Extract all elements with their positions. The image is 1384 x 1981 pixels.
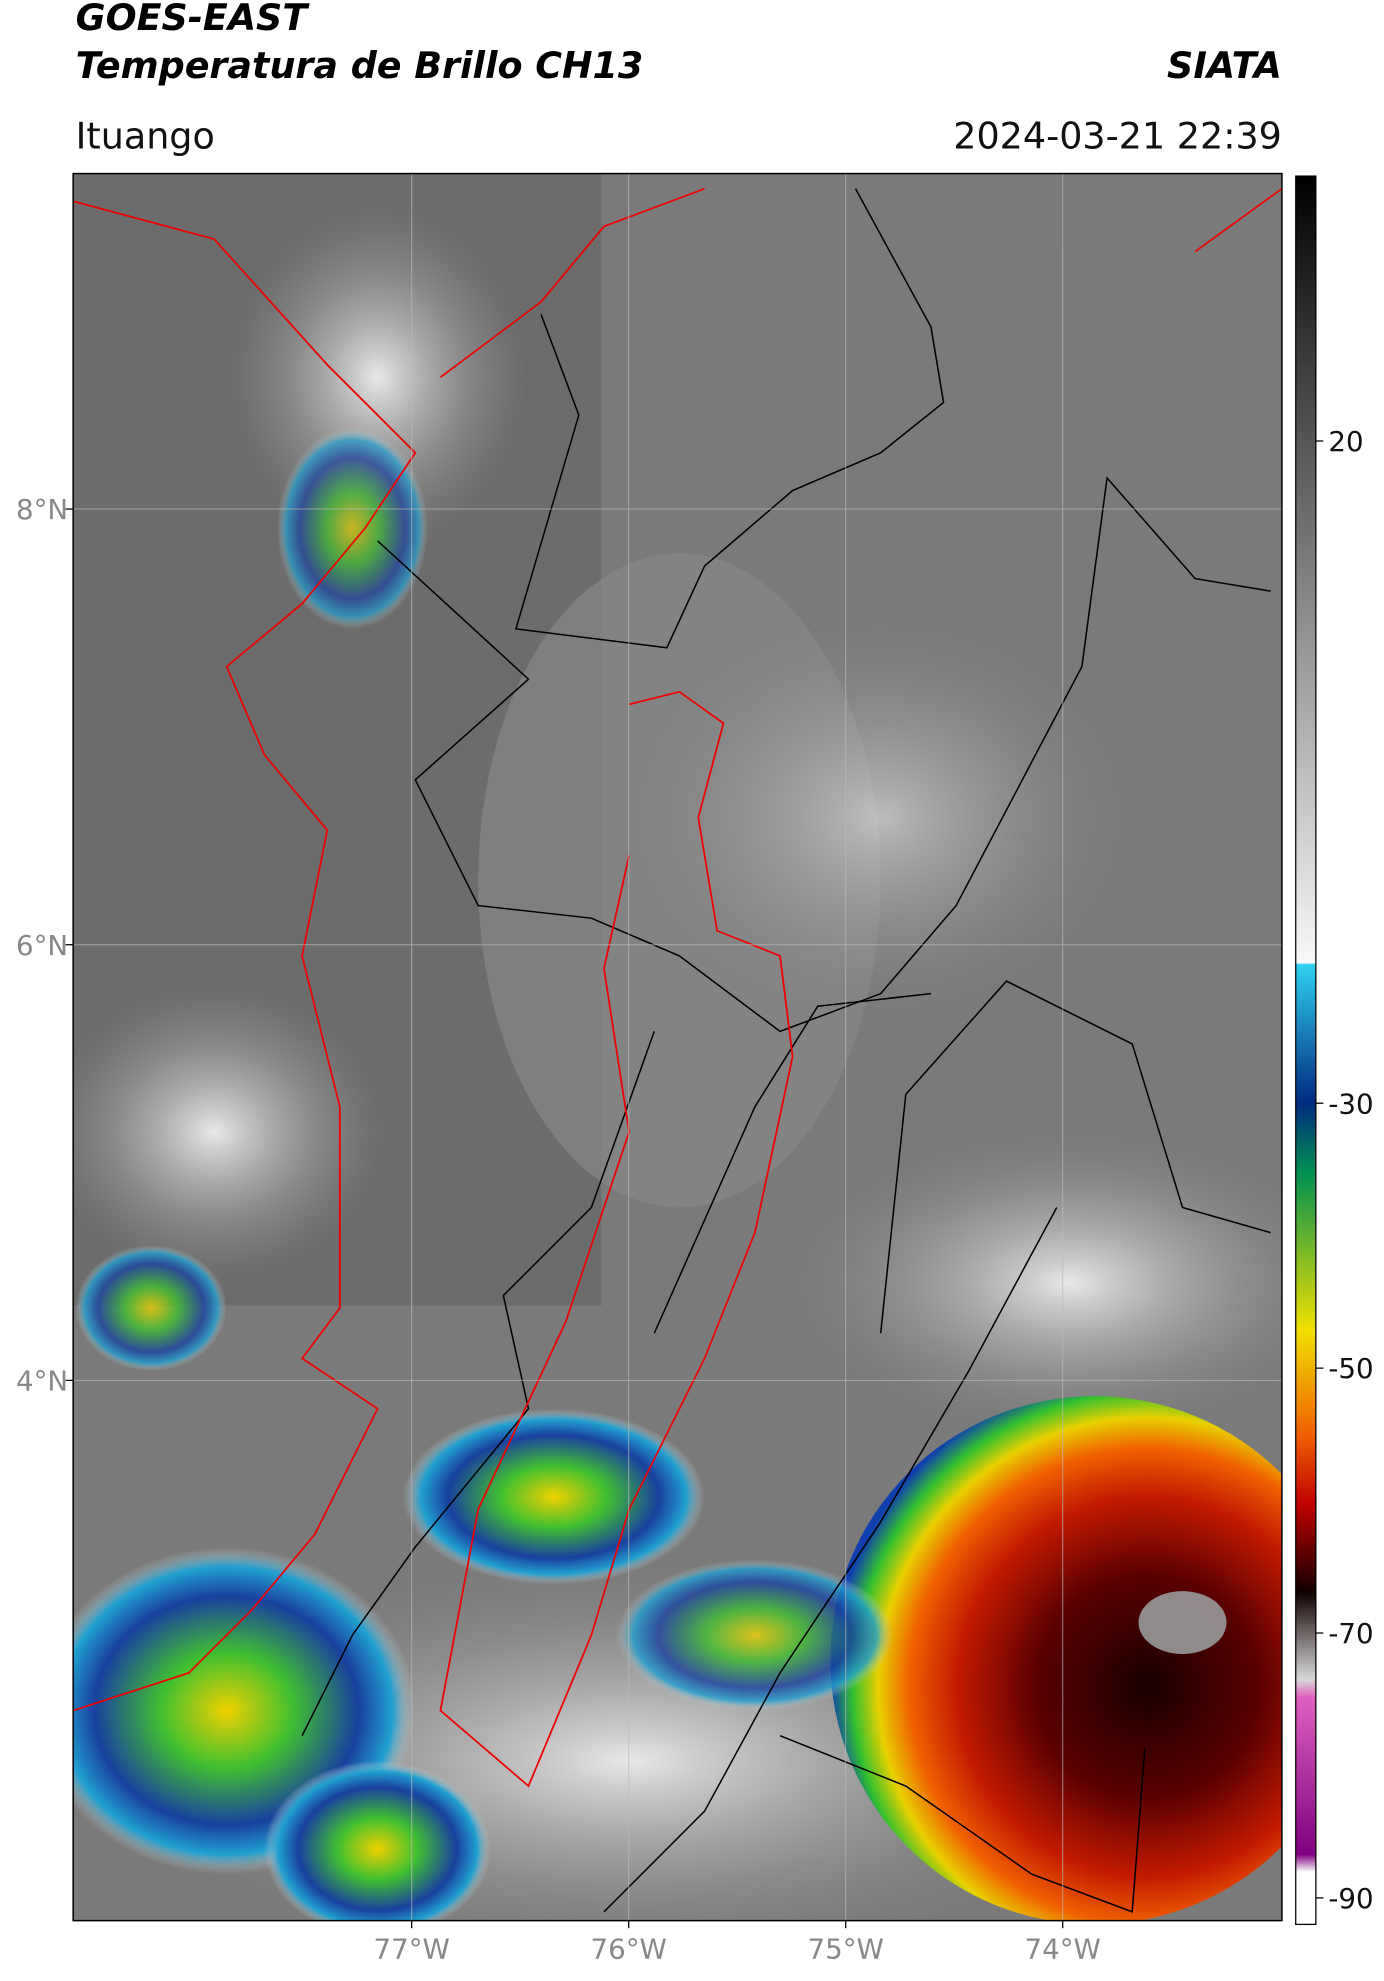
subtitle: Temperatura de Brillo CH13	[76, 44, 644, 87]
satellite-image	[73, 173, 1282, 1921]
colorbar-tick-label: 20	[1328, 425, 1363, 458]
colorbar-tick-label: -30	[1328, 1087, 1373, 1120]
lon-tick-label: 76°W	[591, 1932, 667, 1965]
lat-tick-label: 4°N	[16, 1364, 68, 1397]
colorbar-tick-label: -90	[1328, 1882, 1373, 1915]
brand: SIATA	[1167, 44, 1282, 87]
lon-tick-label: 75°W	[808, 1932, 884, 1965]
lat-tick-label: 8°N	[16, 493, 68, 526]
location: Ituango	[76, 114, 215, 157]
map-frame	[72, 172, 1283, 1922]
lon-tick-label: 74°W	[1025, 1932, 1101, 1965]
lon-tick-label: 77°W	[374, 1932, 450, 1965]
colorbar	[1295, 175, 1317, 1926]
datetime: 2024-03-21 22:39	[953, 114, 1282, 157]
colorbar-tick-label: -50	[1328, 1352, 1373, 1385]
lat-tick-label: 6°N	[16, 929, 68, 962]
title: GOES-EAST	[76, 0, 311, 39]
colorbar-tick-label: -70	[1328, 1617, 1373, 1650]
